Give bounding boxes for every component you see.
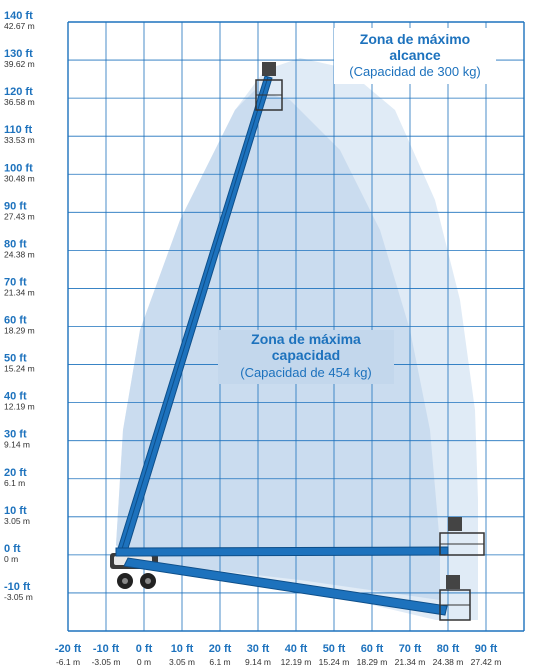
y-tick-label-m: -3.05 m bbox=[4, 592, 33, 602]
x-tick-label-m: 18.29 m bbox=[357, 657, 388, 667]
x-tick-label-ft: 0 ft bbox=[136, 643, 153, 655]
zone-max-reach-line1: Zona de máximo bbox=[360, 31, 470, 47]
x-tick-label-m: 0 m bbox=[137, 657, 151, 667]
x-tick-label-m: -6.1 m bbox=[56, 657, 80, 667]
y-tick-label-m: 0 m bbox=[4, 554, 18, 564]
x-tick-label-ft: 80 ft bbox=[437, 643, 460, 655]
zone-max-reach-capacity: (Capacidad de 300 kg) bbox=[349, 64, 481, 79]
y-tick-label-ft: 60 ft bbox=[4, 315, 27, 327]
y-tick-label-ft: 0 ft bbox=[4, 543, 21, 555]
y-tick-label-ft: 90 ft bbox=[4, 200, 27, 212]
y-tick-label-m: 15.24 m bbox=[4, 364, 35, 374]
x-tick-label-m: 3.05 m bbox=[169, 657, 195, 667]
zone-label-max-reach: Zona de máximo alcance (Capacidad de 300… bbox=[334, 28, 496, 84]
y-tick-label-m: 36.58 m bbox=[4, 97, 35, 107]
y-tick-label-ft: 110 ft bbox=[4, 124, 32, 136]
x-tick-label-ft: 60 ft bbox=[361, 643, 384, 655]
y-tick-label-ft: 40 ft bbox=[4, 391, 27, 403]
y-tick-label-m: 9.14 m bbox=[4, 440, 30, 450]
x-tick-label-ft: -20 ft bbox=[55, 643, 82, 655]
y-tick-label-m: 27.43 m bbox=[4, 211, 35, 221]
zone-max-capacity-line2: capacidad bbox=[272, 347, 340, 363]
y-tick-label-m: 12.19 m bbox=[4, 402, 35, 412]
y-tick-label-m: 39.62 m bbox=[4, 59, 35, 69]
platform-top bbox=[255, 62, 283, 111]
y-tick-label-ft: 10 ft bbox=[4, 505, 27, 517]
y-tick-label-ft: 30 ft bbox=[4, 429, 27, 441]
platform-below-grade bbox=[439, 575, 471, 621]
y-tick-label-m: 30.48 m bbox=[4, 173, 35, 183]
y-tick-label-m: 42.67 m bbox=[4, 21, 35, 31]
x-tick-label-ft: -10 ft bbox=[93, 643, 120, 655]
x-tick-label-m: 9.14 m bbox=[245, 657, 271, 667]
y-tick-label-ft: 50 ft bbox=[4, 353, 27, 365]
y-tick-label-ft: 80 ft bbox=[4, 238, 27, 250]
x-tick-label-m: 27.42 m bbox=[471, 657, 502, 667]
x-tick-label-ft: 20 ft bbox=[209, 643, 232, 655]
x-tick-label-ft: 90 ft bbox=[475, 643, 498, 655]
y-tick-label-m: 21.34 m bbox=[4, 287, 35, 297]
x-tick-label-ft: 30 ft bbox=[247, 643, 270, 655]
x-tick-label-ft: 10 ft bbox=[171, 643, 194, 655]
y-tick-label-m: 18.29 m bbox=[4, 326, 35, 336]
x-tick-label-m: 6.1 m bbox=[209, 657, 230, 667]
y-tick-label-m: 6.1 m bbox=[4, 478, 25, 488]
y-tick-label-ft: -10 ft bbox=[4, 581, 31, 593]
x-tick-label-m: 12.19 m bbox=[281, 657, 312, 667]
y-tick-label-m: 3.05 m bbox=[4, 516, 30, 526]
y-tick-label-ft: 70 ft bbox=[4, 276, 27, 288]
x-tick-label-ft: 40 ft bbox=[285, 643, 308, 655]
x-axis-ticks: -20 ft -6.1 m -10 ft -3.05 m 0 ft 0 m 10 ft 3.0… bbox=[55, 643, 502, 667]
y-tick-label-ft: 140 ft bbox=[4, 10, 33, 22]
boom-below-grade bbox=[123, 557, 448, 616]
y-tick-label-m: 24.38 m bbox=[4, 249, 35, 259]
zone-max-capacity-line1: Zona de máxima bbox=[251, 331, 361, 347]
boom-horizontal bbox=[115, 546, 449, 557]
x-tick-label-ft: 70 ft bbox=[399, 643, 422, 655]
zone-max-capacity-capacity: (Capacidad de 454 kg) bbox=[240, 365, 372, 380]
x-tick-label-m: -3.05 m bbox=[92, 657, 121, 667]
x-tick-label-m: 21.34 m bbox=[395, 657, 426, 667]
x-tick-label-m: 24.38 m bbox=[433, 657, 464, 667]
y-tick-label-ft: 100 ft bbox=[4, 162, 33, 174]
platform-horizontal bbox=[439, 517, 485, 556]
y-tick-label-ft: 130 ft bbox=[4, 48, 33, 60]
y-tick-label-m: 33.53 m bbox=[4, 135, 35, 145]
x-tick-label-m: 15.24 m bbox=[319, 657, 350, 667]
x-tick-label-ft: 50 ft bbox=[323, 643, 346, 655]
zone-label-max-capacity: Zona de máxima capacidad (Capacidad de 4… bbox=[218, 330, 394, 384]
y-tick-label-ft: 120 ft bbox=[4, 86, 33, 98]
zone-max-reach-line2: alcance bbox=[389, 47, 441, 63]
y-tick-label-ft: 20 ft bbox=[4, 467, 27, 479]
